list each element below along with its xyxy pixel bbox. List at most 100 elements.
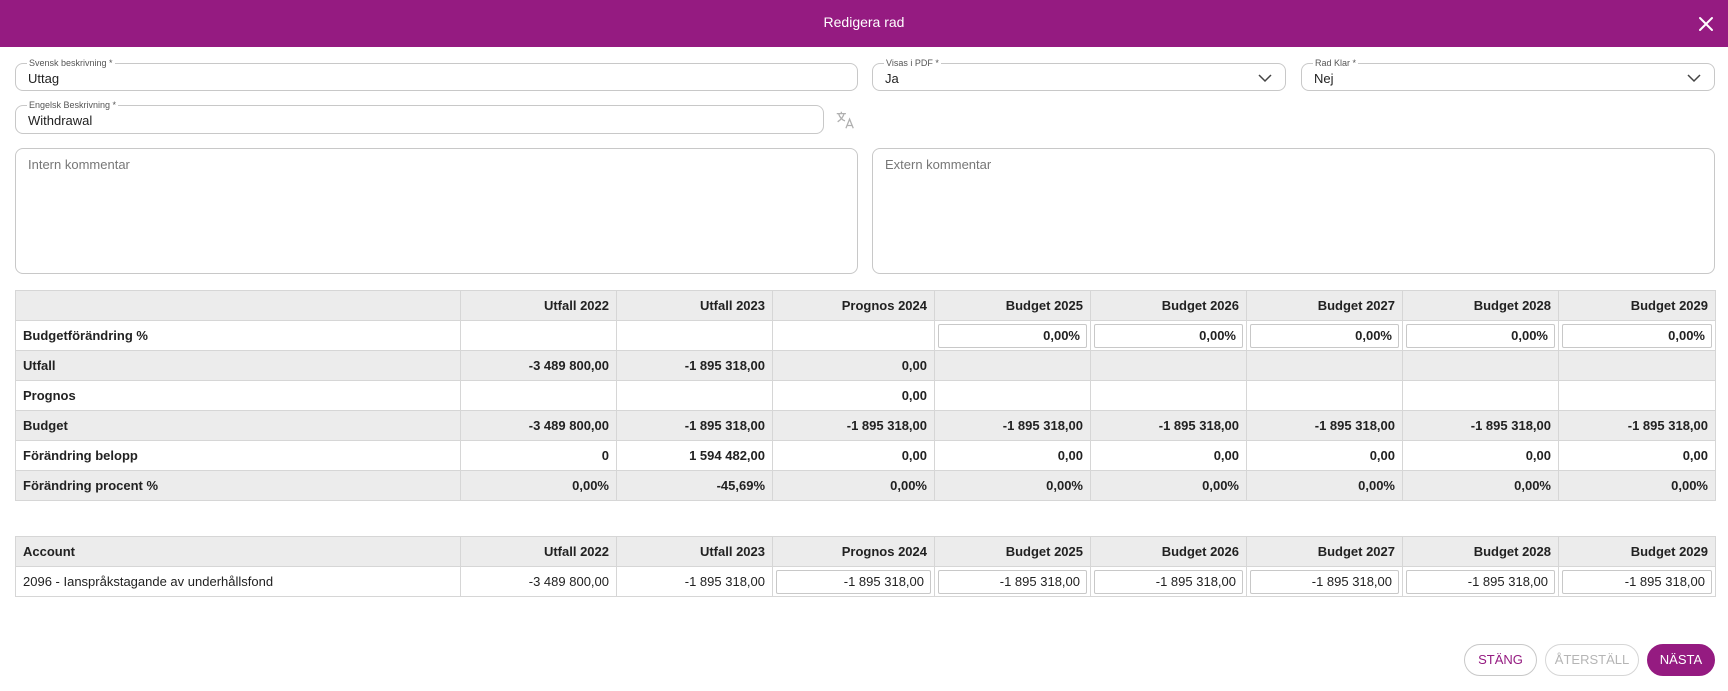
table-cell: -3 489 800,00 <box>460 410 617 441</box>
summary-header-row: Utfall 2022 Utfall 2023 Prognos 2024 Budget… <box>15 290 1716 321</box>
column-header: Budget 2026 <box>1090 536 1247 567</box>
aterstall-button[interactable]: ÅTERSTÄLL <box>1545 644 1639 676</box>
table-cell: 1 594 482,00 <box>616 440 773 471</box>
table-cell: 0,00% <box>460 470 617 501</box>
table-cell: -3 489 800,00 <box>460 566 617 597</box>
table-cell <box>1402 380 1559 411</box>
engelsk-beskrivning-value[interactable]: Withdrawal <box>28 113 93 128</box>
engelsk-beskrivning-label: Engelsk Beskrivning * <box>27 100 119 110</box>
amount-input[interactable]: -1 895 318,00 <box>1250 569 1399 594</box>
translate-icon[interactable] <box>834 109 856 131</box>
column-header: Budget 2028 <box>1402 536 1559 567</box>
table-cell <box>772 320 935 351</box>
column-header: Budget 2028 <box>1402 290 1559 321</box>
account-header-row: Account Utfall 2022 Utfall 2023 Prognos 202… <box>15 536 1716 567</box>
table-cell <box>1246 350 1403 381</box>
column-header: Utfall 2022 <box>460 290 617 321</box>
stang-button[interactable]: STÄNG <box>1464 644 1537 676</box>
table-cell: -1 895 318,00 <box>934 566 1091 597</box>
column-header: Budget 2026 <box>1090 290 1247 321</box>
svensk-beskrivning-label: Svensk beskrivning * <box>27 58 115 68</box>
table-cell <box>616 320 773 351</box>
budget-change-input[interactable]: 0,00% <box>1406 323 1555 348</box>
amount-input[interactable]: -1 895 318,00 <box>1094 569 1243 594</box>
table-cell: 0,00% <box>1090 470 1247 501</box>
column-header: Utfall 2023 <box>616 290 773 321</box>
row-label: Budgetförändring % <box>15 320 461 351</box>
table-cell: -1 895 318,00 <box>1090 566 1247 597</box>
table-cell: -1 895 318,00 <box>1402 410 1559 441</box>
intern-kommentar-placeholder: Intern kommentar <box>28 157 130 172</box>
table-cell: 0,00 <box>772 440 935 471</box>
table-cell: 0 <box>460 440 617 471</box>
extern-kommentar-placeholder: Extern kommentar <box>885 157 992 172</box>
table-cell: 0,00% <box>1402 320 1559 351</box>
table-cell: -1 895 318,00 <box>1558 566 1716 597</box>
budget-change-input[interactable]: 0,00% <box>1094 323 1243 348</box>
table-row: Förändring procent % 0,00% -45,69% 0,00% 0,0… <box>15 470 1716 501</box>
table-cell: 0,00 <box>772 380 935 411</box>
column-header: Utfall 2022 <box>460 536 617 567</box>
chevron-down-icon[interactable] <box>1686 72 1702 84</box>
table-cell <box>1402 350 1559 381</box>
column-header: Prognos 2024 <box>772 536 935 567</box>
table-cell: -1 895 318,00 <box>1402 566 1559 597</box>
svensk-beskrivning-field[interactable]: Svensk beskrivning * Uttag <box>15 58 858 91</box>
row-label: Prognos <box>15 380 461 411</box>
summary-table: Utfall 2022 Utfall 2023 Prognos 2024 Budget… <box>15 290 1716 501</box>
table-cell: -1 895 318,00 <box>1558 410 1716 441</box>
chevron-down-icon[interactable] <box>1257 72 1273 84</box>
amount-input[interactable]: -1 895 318,00 <box>1562 569 1712 594</box>
table-cell: -1 895 318,00 <box>1246 410 1403 441</box>
amount-input[interactable]: -1 895 318,00 <box>938 569 1087 594</box>
row-label: Utfall <box>15 350 461 381</box>
table-cell: -1 895 318,00 <box>772 566 935 597</box>
table-cell: 0,00% <box>1558 320 1716 351</box>
table-cell: -1 895 318,00 <box>616 350 773 381</box>
extern-kommentar-textarea[interactable]: Extern kommentar <box>872 148 1715 274</box>
budget-change-input[interactable]: 0,00% <box>938 323 1087 348</box>
table-cell: 0,00% <box>934 320 1091 351</box>
rad-klar-select[interactable]: Rad Klar * Nej <box>1301 58 1715 91</box>
row-label: Förändring procent % <box>15 470 461 501</box>
table-cell <box>934 350 1091 381</box>
table-row: Förändring belopp 0 1 594 482,00 0,00 0,00 0,… <box>15 440 1716 471</box>
table-cell: -1 895 318,00 <box>1246 566 1403 597</box>
table-cell: 0,00 <box>934 440 1091 471</box>
column-header: Budget 2027 <box>1246 536 1403 567</box>
svensk-beskrivning-value[interactable]: Uttag <box>28 71 60 86</box>
column-header: Account <box>15 536 461 567</box>
amount-input[interactable]: -1 895 318,00 <box>776 569 931 594</box>
table-cell: -1 895 318,00 <box>616 566 773 597</box>
table-row: Prognos 0,00 <box>15 380 1716 411</box>
table-cell <box>1558 380 1716 411</box>
table-cell <box>460 380 617 411</box>
column-header: Prognos 2024 <box>772 290 935 321</box>
table-cell <box>1090 350 1247 381</box>
table-row: 2096 - Ianspråkstagande av underhållsfon… <box>15 566 1716 597</box>
budget-change-input[interactable]: 0,00% <box>1562 323 1712 348</box>
table-cell <box>1090 380 1247 411</box>
nasta-button[interactable]: NÄSTA <box>1647 644 1715 676</box>
table-cell: -3 489 800,00 <box>460 350 617 381</box>
intern-kommentar-textarea[interactable]: Intern kommentar <box>15 148 858 274</box>
table-cell: -1 895 318,00 <box>934 410 1091 441</box>
budget-change-input[interactable]: 0,00% <box>1250 323 1399 348</box>
amount-input[interactable]: -1 895 318,00 <box>1406 569 1555 594</box>
table-cell: 0,00 <box>1402 440 1559 471</box>
account-label: 2096 - Ianspråkstagande av underhållsfon… <box>15 566 461 597</box>
visas-i-pdf-label: Visas i PDF * <box>884 58 941 68</box>
table-cell <box>1558 350 1716 381</box>
table-cell <box>1246 380 1403 411</box>
close-icon[interactable] <box>1696 14 1716 34</box>
engelsk-beskrivning-field[interactable]: Engelsk Beskrivning * Withdrawal <box>15 100 824 134</box>
table-cell: 0,00% <box>772 470 935 501</box>
table-row: Budget -3 489 800,00 -1 895 318,00 -1 895 3… <box>15 410 1716 441</box>
table-row: Budgetförändring % 0,00% 0,00% 0,00% 0,00% 0,… <box>15 320 1716 351</box>
table-cell <box>616 380 773 411</box>
column-header: Budget 2029 <box>1558 536 1716 567</box>
column-header: Budget 2029 <box>1558 290 1716 321</box>
table-cell: 0,00% <box>1402 470 1559 501</box>
table-cell: 0,00% <box>934 470 1091 501</box>
visas-i-pdf-select[interactable]: Visas i PDF * Ja <box>872 58 1286 91</box>
